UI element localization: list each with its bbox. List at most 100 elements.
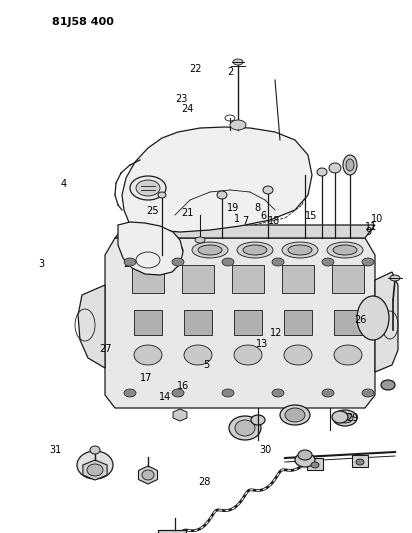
Ellipse shape <box>198 245 222 255</box>
Ellipse shape <box>243 245 267 255</box>
Text: 22: 22 <box>190 64 202 74</box>
Text: 24: 24 <box>181 104 194 114</box>
Text: 12: 12 <box>270 328 282 338</box>
Ellipse shape <box>327 242 363 258</box>
Ellipse shape <box>77 451 113 479</box>
Text: 1: 1 <box>234 214 240 223</box>
Ellipse shape <box>333 410 357 426</box>
Ellipse shape <box>356 459 364 465</box>
Ellipse shape <box>311 462 319 468</box>
Ellipse shape <box>317 168 327 176</box>
Polygon shape <box>122 127 312 232</box>
Text: 17: 17 <box>140 374 152 383</box>
Bar <box>332 265 364 293</box>
Ellipse shape <box>234 345 262 365</box>
Ellipse shape <box>263 186 273 194</box>
Text: 32: 32 <box>78 456 91 466</box>
Ellipse shape <box>284 345 312 365</box>
Bar <box>182 265 214 293</box>
Ellipse shape <box>329 163 341 173</box>
Ellipse shape <box>288 245 312 255</box>
Ellipse shape <box>343 155 357 175</box>
Bar <box>134 310 162 335</box>
Polygon shape <box>83 460 107 480</box>
Text: 30: 30 <box>260 446 272 455</box>
Text: 11: 11 <box>365 222 377 231</box>
Ellipse shape <box>322 258 334 266</box>
Ellipse shape <box>362 258 374 266</box>
Polygon shape <box>78 285 105 368</box>
Ellipse shape <box>280 405 310 425</box>
Ellipse shape <box>282 242 318 258</box>
Text: 31: 31 <box>49 446 62 455</box>
Text: 6: 6 <box>261 211 267 221</box>
Text: 5: 5 <box>203 360 209 370</box>
Polygon shape <box>105 238 375 408</box>
Ellipse shape <box>87 464 103 476</box>
Text: 9: 9 <box>366 227 372 237</box>
Ellipse shape <box>334 345 362 365</box>
Text: 2: 2 <box>227 67 234 77</box>
Text: 18: 18 <box>268 216 280 226</box>
Bar <box>132 265 164 293</box>
Ellipse shape <box>337 413 353 423</box>
Bar <box>334 310 362 335</box>
Ellipse shape <box>333 245 357 255</box>
Bar <box>282 265 314 293</box>
Text: 10: 10 <box>371 214 383 223</box>
Ellipse shape <box>322 389 334 397</box>
Text: 20: 20 <box>124 259 136 269</box>
Text: 23: 23 <box>175 94 187 103</box>
Ellipse shape <box>217 191 227 199</box>
Ellipse shape <box>285 408 305 422</box>
Ellipse shape <box>230 120 246 130</box>
Ellipse shape <box>172 389 184 397</box>
Ellipse shape <box>142 470 154 480</box>
Polygon shape <box>375 272 398 372</box>
Text: 4: 4 <box>61 179 67 189</box>
Ellipse shape <box>222 389 234 397</box>
Text: 8: 8 <box>255 203 260 213</box>
Bar <box>284 310 312 335</box>
Ellipse shape <box>184 345 212 365</box>
Polygon shape <box>115 225 375 238</box>
Ellipse shape <box>251 415 265 425</box>
Ellipse shape <box>346 159 354 171</box>
Text: 14: 14 <box>159 392 171 402</box>
Text: 26: 26 <box>354 315 367 325</box>
Text: 13: 13 <box>255 339 268 349</box>
Ellipse shape <box>332 411 348 423</box>
Ellipse shape <box>172 258 184 266</box>
Ellipse shape <box>136 180 160 196</box>
Ellipse shape <box>229 416 261 440</box>
Ellipse shape <box>272 258 284 266</box>
Ellipse shape <box>233 59 243 65</box>
Ellipse shape <box>124 389 136 397</box>
Bar <box>352 455 368 467</box>
Ellipse shape <box>147 242 183 258</box>
Ellipse shape <box>390 275 400 281</box>
Text: 19: 19 <box>227 203 239 213</box>
Ellipse shape <box>90 446 100 454</box>
Ellipse shape <box>237 242 273 258</box>
Ellipse shape <box>298 450 312 460</box>
Ellipse shape <box>222 258 234 266</box>
Bar <box>234 310 262 335</box>
Polygon shape <box>173 409 187 421</box>
Ellipse shape <box>195 237 205 243</box>
Polygon shape <box>118 222 183 275</box>
Text: 15: 15 <box>305 211 317 221</box>
Ellipse shape <box>272 389 284 397</box>
Text: 21: 21 <box>181 208 194 218</box>
Ellipse shape <box>357 296 389 340</box>
Text: 81J58 400: 81J58 400 <box>52 17 114 27</box>
Ellipse shape <box>295 453 315 467</box>
Text: 27: 27 <box>99 344 111 354</box>
Ellipse shape <box>235 420 255 436</box>
Ellipse shape <box>362 389 374 397</box>
Bar <box>184 310 212 335</box>
Ellipse shape <box>158 192 166 198</box>
Ellipse shape <box>192 242 228 258</box>
Ellipse shape <box>130 176 166 200</box>
Bar <box>158 530 186 533</box>
